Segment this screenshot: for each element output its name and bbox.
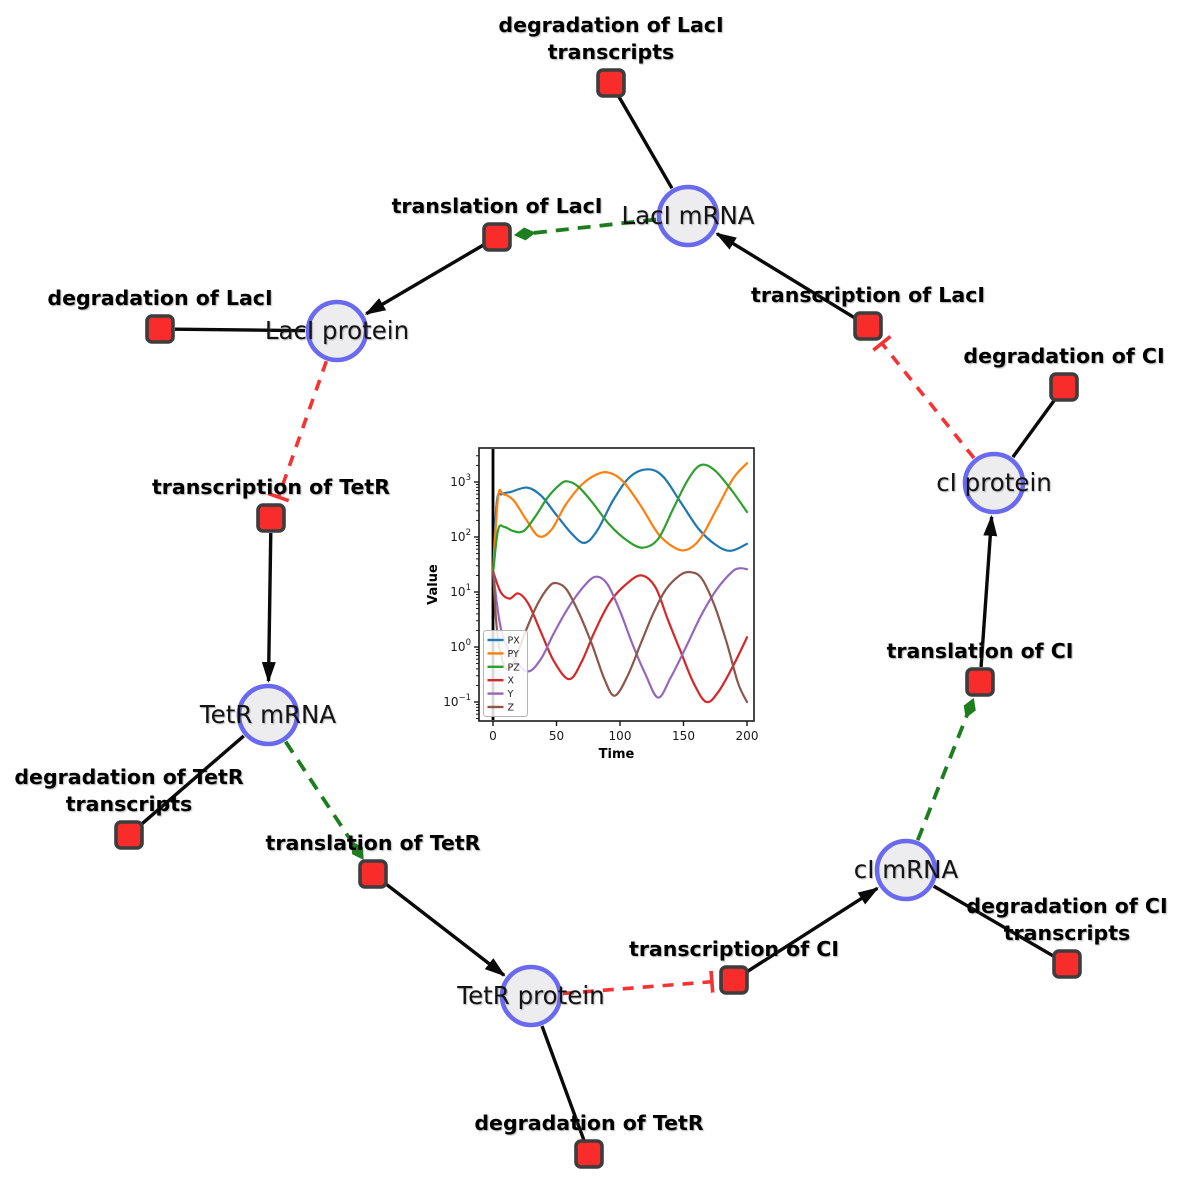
edge-production-translation-laci-laci-protein [364, 243, 485, 316]
species-node-tetr-protein [499, 964, 563, 1028]
species-label-tetr-protein: TetR protein [456, 981, 604, 1010]
edge-consumption-ci-mrna-deg-ci-transcripts [932, 884, 1055, 958]
reaction-node-deg-ci [1049, 372, 1079, 402]
series-PX [491, 468, 749, 576]
edge-production-transcription-laci-laci-mrna [715, 232, 857, 320]
edge-production-translation-tetr-tetr-protein [383, 881, 506, 977]
legend-box [483, 630, 528, 717]
species-node-laci-mrna [656, 184, 720, 248]
reaction-label-deg-ci-transcripts: degradation of CI transcripts [966, 894, 1167, 945]
edge-consumption-laci-mrna-deg-laci-transcripts [617, 95, 674, 190]
nodes-layer [114, 68, 1082, 1169]
series-X [491, 569, 749, 704]
species-node-ci-mrna [874, 838, 938, 902]
reaction-label-deg-laci-transcripts: degradation of LacI transcripts [498, 13, 723, 64]
chart-spines [478, 447, 755, 722]
x-tick-label: 50 [549, 729, 564, 743]
species-label-laci-protein: LacI protein [265, 316, 409, 345]
edge-production-transcription-ci-ci-mrna [745, 886, 880, 974]
reaction-node-deg-laci [145, 314, 175, 344]
reaction-label-translation-laci: translation of LacI [392, 194, 603, 218]
edge-modifier-ci-mrna-translation-ci [915, 697, 976, 841]
reaction-node-translation-tetr [358, 859, 388, 889]
reaction-node-deg-laci-transcripts [596, 68, 626, 98]
reaction-node-deg-ci-transcripts [1052, 949, 1082, 979]
edge-consumption-laci-protein-deg-laci [174, 327, 306, 333]
edge-inhibition-tetr-protein-transcription-ci [562, 970, 715, 996]
x-tick-label: 150 [672, 729, 695, 743]
reaction-label-deg-ci: degradation of CI [963, 344, 1164, 368]
species-label-tetr-mrna: TetR mRNA [199, 700, 337, 729]
reaction-node-transcription-laci [853, 311, 883, 341]
edge-consumption-ci-protein-deg-ci [1011, 398, 1057, 459]
y-tick-label: 102 [450, 528, 471, 544]
reaction-node-translation-laci [482, 222, 512, 252]
chart-xlabel: Time [599, 747, 635, 762]
legend-entry-X: X [508, 676, 515, 687]
legend-entry-PY: PY [508, 649, 520, 660]
legend-entry-PZ: PZ [508, 662, 521, 673]
reaction-label-deg-tetr-transcripts: degradation of TetR transcripts [14, 765, 243, 816]
edge-modifier-tetr-mrna-translation-tetr [284, 740, 364, 860]
reaction-label-transcription-ci: transcription of CI [629, 937, 839, 961]
legend-entry-Z: Z [508, 703, 515, 714]
legend-entry-Y: Y [507, 689, 514, 700]
reaction-node-deg-tetr [574, 1139, 604, 1169]
edge-consumption-tetr-protein-deg-tetr [540, 1025, 586, 1141]
x-tick-label: 100 [609, 729, 632, 743]
edge-modifier-laci-mrna-translation-laci [513, 217, 657, 241]
species-label-ci-mrna: cI mRNA [854, 855, 959, 884]
reaction-node-translation-ci [965, 667, 995, 697]
chart-legend: PX PY PZ XYZ [483, 630, 528, 717]
reaction-node-transcription-tetr [256, 503, 286, 533]
reaction-label-translation-tetr: translation of TetR [266, 831, 481, 855]
y-tick-label: 10−1 [443, 693, 471, 709]
reaction-label-translation-ci: translation of CI [887, 639, 1074, 663]
species-node-tetr-mrna [236, 683, 300, 747]
species-label-ci-protein: cI protein [936, 468, 1052, 497]
edges-layer [139, 95, 1057, 1141]
species-label-laci-mrna: LacI mRNA [621, 201, 754, 230]
legend-entry-PX: PX [508, 636, 521, 647]
reaction-node-deg-tetr-transcripts [114, 820, 144, 850]
x-tick-label: 200 [736, 729, 759, 743]
series-PZ [491, 463, 749, 576]
x-tick-label: 0 [489, 729, 497, 743]
series-PY [491, 462, 749, 576]
y-tick-label: 101 [450, 583, 471, 599]
edge-production-transcription-tetr-tetr-mrna [261, 532, 276, 684]
y-tick-label: 103 [450, 473, 471, 489]
edge-production-translation-ci-ci-protein [979, 514, 998, 668]
edge-inhibition-laci-protein-transcription-tetr [267, 360, 329, 503]
edge-consumption-tetr-mrna-deg-tetr-transcripts [139, 734, 245, 827]
inset-chart: 0 50 100 150 20010−1100101102103TimeValuePXP… [426, 447, 759, 762]
labels-layer: degradation of LacI transcripts translatio… [14, 13, 1167, 1135]
species-node-laci-protein [305, 299, 369, 363]
reaction-label-deg-tetr: degradation of TetR [474, 1111, 703, 1135]
reaction-label-transcription-tetr: transcription of TetR [152, 475, 390, 499]
reaction-node-transcription-ci [719, 965, 749, 995]
chart-ylabel: Value [426, 564, 441, 605]
y-tick-label: 100 [450, 638, 471, 654]
edge-inhibition-ci-protein-transcription-laci [872, 335, 976, 460]
reaction-label-transcription-laci: transcription of LacI [751, 283, 985, 307]
reaction-label-deg-laci: degradation of LacI [47, 286, 272, 310]
species-node-ci-protein [962, 451, 1026, 515]
